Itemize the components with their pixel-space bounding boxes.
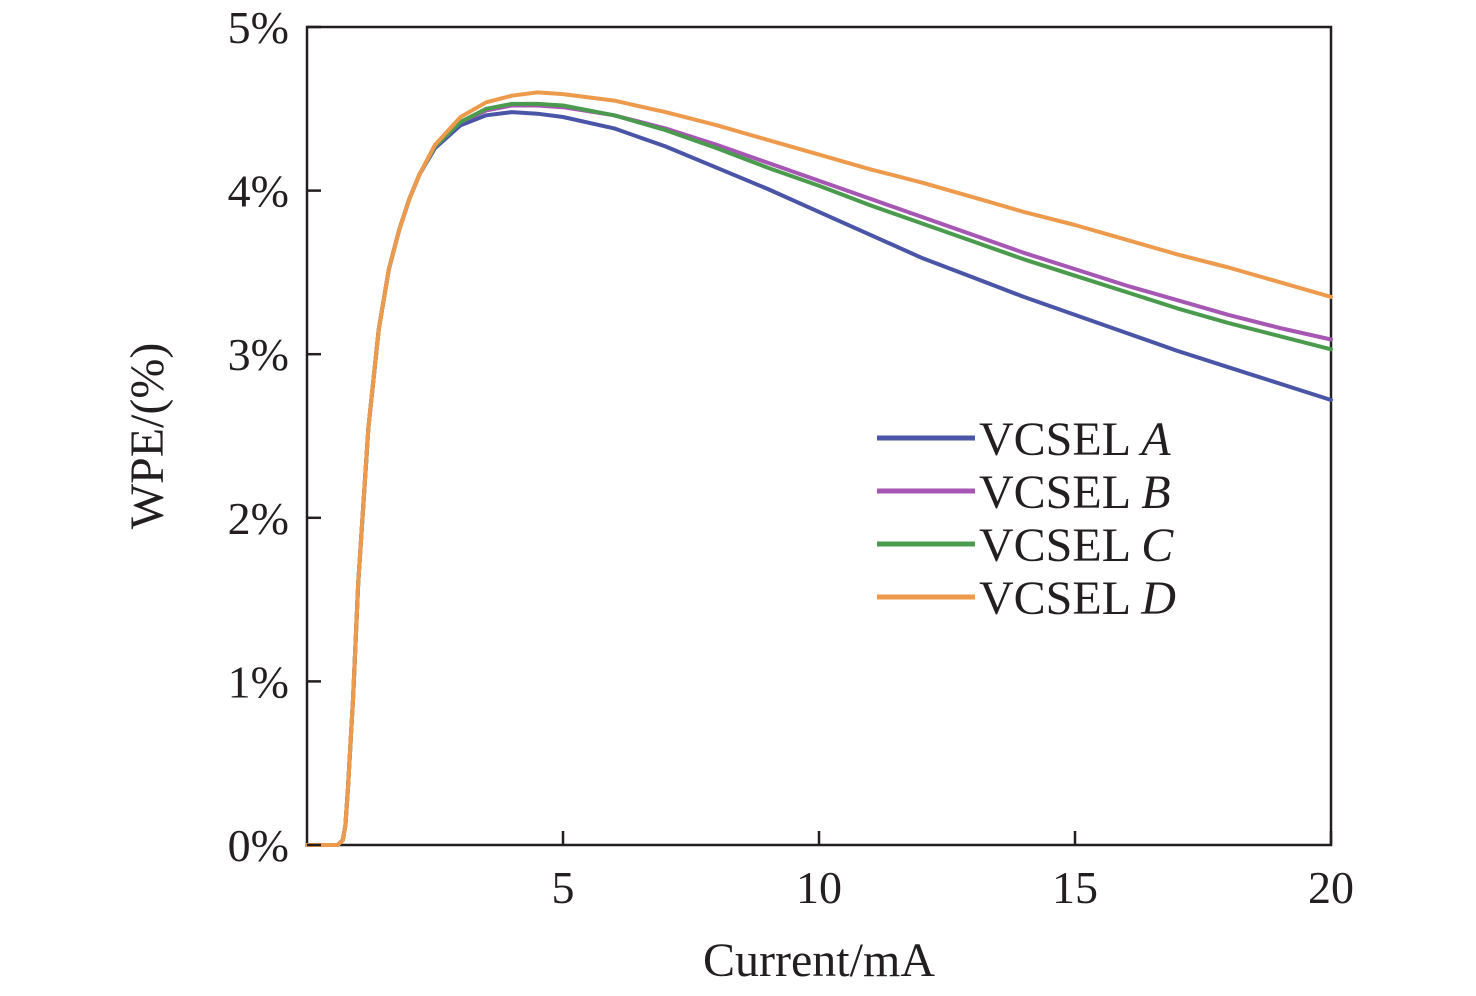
legend-label-suffix: D: [1140, 572, 1176, 625]
y-tick-label: 0%: [228, 820, 289, 871]
legend-label-prefix: VCSEL: [979, 519, 1141, 572]
legend-label-c: VCSEL C: [979, 519, 1174, 572]
legend-label-prefix: VCSEL: [979, 572, 1141, 625]
y-tick-label: 1%: [228, 656, 289, 707]
y-axis-title: WPE/(%): [121, 343, 174, 530]
legend-label-suffix: C: [1141, 519, 1174, 572]
x-tick-label: 5: [552, 862, 575, 913]
legend-label-a: VCSEL A: [979, 413, 1171, 466]
x-tick-label: 20: [1308, 862, 1354, 913]
series-line-b: [305, 103, 1333, 847]
series-line-a: [305, 110, 1333, 847]
legend-label-suffix: B: [1141, 466, 1170, 519]
ticks-layer: 5 10 15 20 0% 1% 2% 3% 4% 5%: [228, 2, 1354, 913]
legend-label-d: VCSEL D: [979, 572, 1176, 625]
legend-label-suffix: A: [1138, 413, 1171, 466]
legend-label-prefix: VCSEL: [979, 413, 1141, 466]
legend-label-b: VCSEL B: [979, 466, 1171, 519]
series-line-d: [305, 90, 1333, 847]
x-axis-title: Current/mA: [703, 934, 935, 987]
legend-label-prefix: VCSEL: [979, 466, 1141, 519]
x-tick-label: 15: [1052, 862, 1098, 913]
plot-frame: [305, 25, 1333, 847]
y-tick-label: 2%: [228, 493, 289, 544]
x-tick-label: 10: [796, 862, 842, 913]
y-tick-label: 4%: [228, 166, 289, 217]
y-tick-label: 5%: [228, 2, 289, 53]
series-layer: [305, 90, 1333, 847]
series-line-c: [305, 101, 1333, 847]
y-tick-label: 3%: [228, 329, 289, 380]
